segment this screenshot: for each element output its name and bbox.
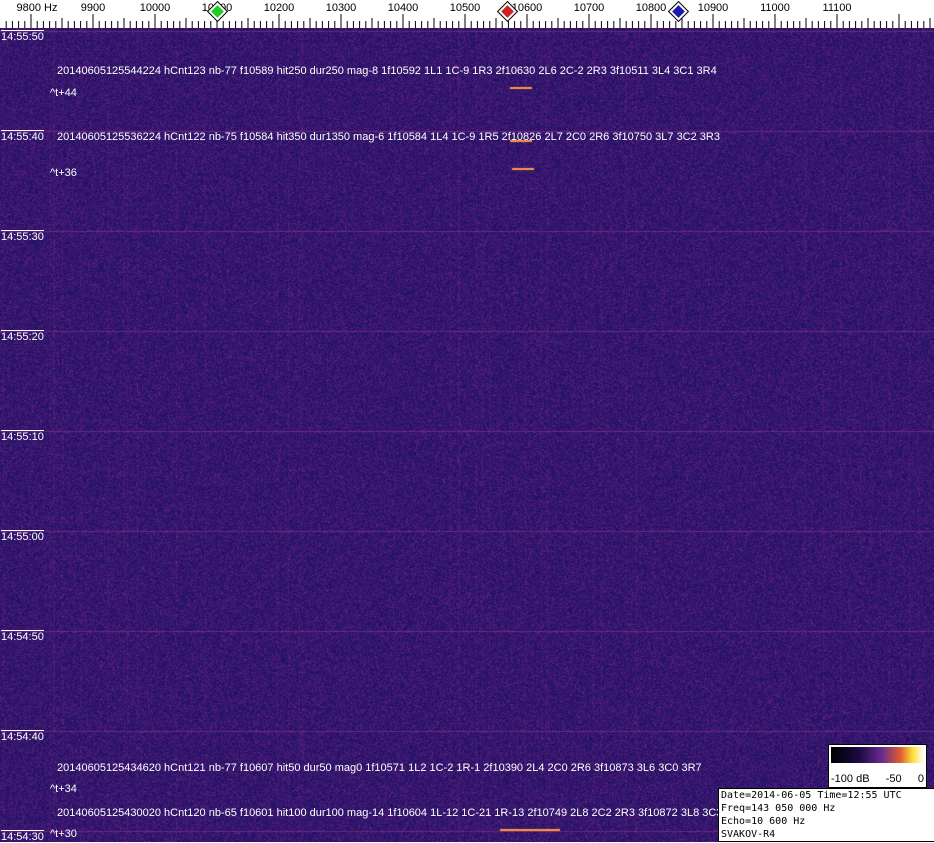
frequency-label: 9900 bbox=[81, 2, 105, 14]
frequency-label: 10600 bbox=[512, 2, 543, 14]
frequency-label: 10700 bbox=[574, 2, 605, 14]
detection-text: 20140605125536224 hCnt122 nb-75 f10584 h… bbox=[57, 131, 720, 143]
time-label: 14:55:20 bbox=[1, 330, 44, 343]
detection-dt: ^t+44 bbox=[50, 87, 77, 99]
frequency-label: 11000 bbox=[760, 2, 790, 14]
time-label: 14:55:30 bbox=[1, 230, 44, 243]
info-box: Date=2014-06-05 Time=12:55 UTC Freq=143 … bbox=[718, 788, 934, 842]
detection-text: 20140605125430020 hCnt120 nb-65 f10601 h… bbox=[57, 807, 746, 819]
time-label: 14:54:30 bbox=[1, 830, 44, 843]
spectrogram-window: 9800 Hz990010000101001020010300104001050… bbox=[0, 0, 934, 842]
info-station: SVAKOV-R4 bbox=[721, 828, 934, 841]
frequency-label: 10500 bbox=[450, 2, 481, 14]
detection-dt: ^t+30 bbox=[50, 828, 77, 840]
frequency-label: 10200 bbox=[264, 2, 295, 14]
time-label: 14:55:00 bbox=[1, 530, 44, 543]
time-label: 14:54:40 bbox=[1, 730, 44, 743]
detection-dt: ^t+34 bbox=[50, 783, 77, 795]
frequency-label: 10900 bbox=[698, 2, 729, 14]
info-date: Date=2014-06-05 Time=12:55 UTC bbox=[721, 789, 934, 802]
detection-text: 20140605125544224 hCnt123 nb-77 f10589 h… bbox=[57, 65, 717, 77]
frequency-label: 10400 bbox=[388, 2, 419, 14]
detection-text: 20140605125434620 hCnt121 nb-77 f10607 h… bbox=[57, 762, 702, 774]
frequency-label: 11100 bbox=[823, 2, 852, 14]
detection-dt: ^t+36 bbox=[50, 167, 77, 179]
time-label: 14:54:50 bbox=[1, 630, 44, 643]
legend-max: 0 bbox=[918, 773, 924, 785]
color-scale-legend: -100 dB -50 0 bbox=[828, 744, 927, 788]
frequency-label: 9800 Hz bbox=[17, 2, 58, 14]
legend-min: -100 dB bbox=[831, 773, 870, 785]
time-label: 14:55:50 bbox=[1, 30, 44, 43]
time-label: 14:55:40 bbox=[1, 130, 44, 143]
time-label: 14:55:10 bbox=[1, 430, 44, 443]
legend-mid: -50 bbox=[886, 773, 902, 785]
frequency-label: 10000 bbox=[140, 2, 171, 14]
spectrogram-canvas bbox=[0, 28, 934, 842]
color-gradient bbox=[831, 747, 924, 763]
frequency-label: 10800 bbox=[636, 2, 667, 14]
info-echo: Echo=10 600 Hz bbox=[721, 815, 934, 828]
frequency-label: 10300 bbox=[326, 2, 357, 14]
info-freq: Freq=143 050 000 Hz bbox=[721, 802, 934, 815]
